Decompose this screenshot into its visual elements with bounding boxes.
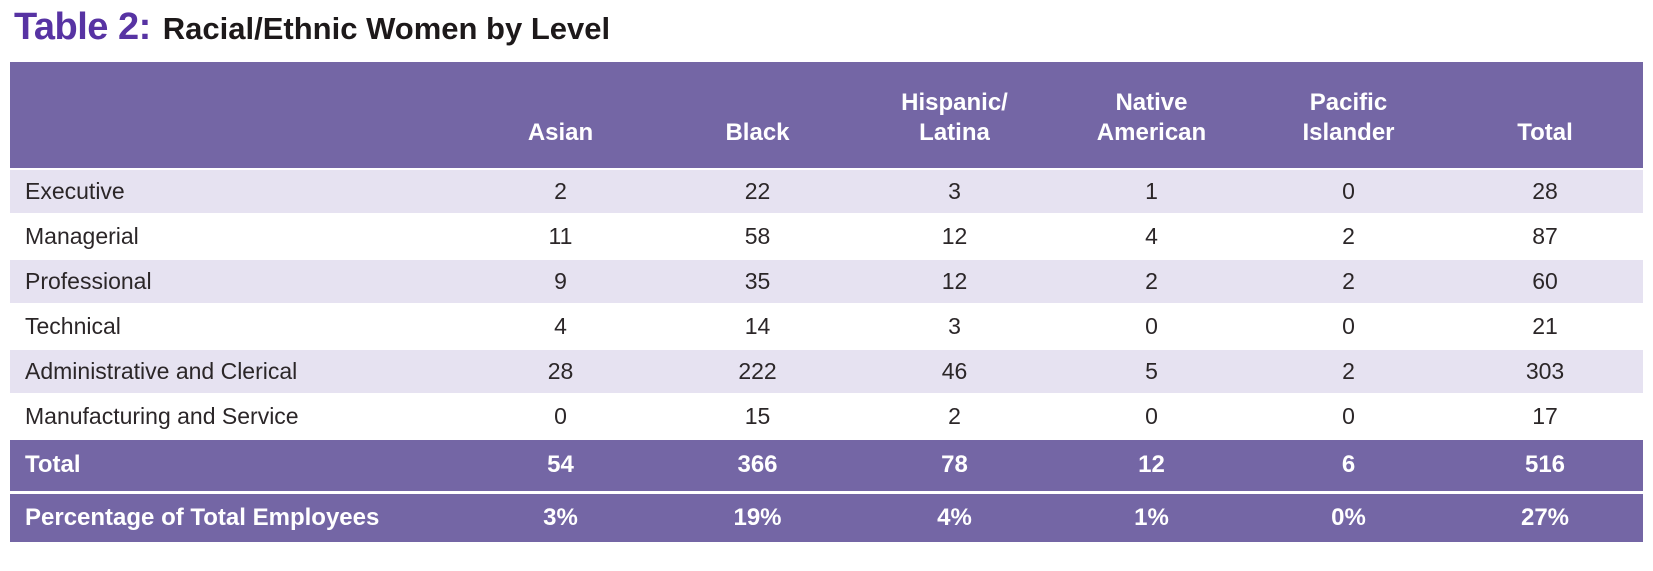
column-header-total: Total [1447, 62, 1643, 170]
cell-value: 2 [1250, 349, 1447, 395]
cell-value: 14 [659, 304, 856, 350]
cell-value: 0 [1053, 304, 1250, 350]
cell-value: 2 [1250, 214, 1447, 260]
cell-value: 1% [1053, 492, 1250, 542]
cell-value: 11 [462, 214, 659, 260]
cell-value: 12 [856, 259, 1053, 305]
cell-value: 3 [856, 304, 1053, 350]
row-label: Percentage of Total Employees [10, 492, 462, 542]
table-header-row: Asian Black Hispanic/ Latina Native Amer… [10, 62, 1643, 170]
column-header-label: Native [1115, 89, 1188, 116]
header-empty-cell [10, 62, 462, 170]
column-header-native-american: Native American [1053, 62, 1250, 170]
cell-value: 303 [1447, 349, 1643, 395]
cell-value: 4% [856, 492, 1053, 542]
cell-value: 2 [1250, 259, 1447, 305]
table-title-text: Racial/Ethnic Women by Level [162, 11, 611, 46]
cell-value: 3% [462, 492, 659, 542]
cell-value: 28 [462, 349, 659, 395]
row-label: Manufacturing and Service [10, 394, 462, 440]
table-row-managerial: Managerial 11 58 12 4 2 87 [10, 214, 1643, 260]
cell-value: 87 [1447, 214, 1643, 260]
row-label: Managerial [10, 214, 462, 260]
row-label: Technical [10, 304, 462, 350]
column-header-hispanic-latina: Hispanic/ Latina [856, 62, 1053, 170]
table-row-percentage: Percentage of Total Employees 3% 19% 4% … [10, 492, 1643, 542]
cell-value: 17 [1447, 394, 1643, 440]
racial-ethnic-women-table: Asian Black Hispanic/ Latina Native Amer… [10, 62, 1643, 542]
table-row-manufacturing-service: Manufacturing and Service 0 15 2 0 0 17 [10, 394, 1643, 440]
row-label: Professional [10, 259, 462, 305]
row-label: Total [10, 438, 462, 494]
column-header-asian: Asian [462, 62, 659, 170]
cell-value: 4 [1053, 214, 1250, 260]
cell-value: 0 [1250, 169, 1447, 215]
table-row-executive: Executive 2 22 3 1 0 28 [10, 169, 1643, 215]
cell-value: 78 [856, 438, 1053, 494]
cell-value: 22 [659, 169, 856, 215]
column-header-label: American [1096, 119, 1207, 146]
column-header-pacific-islander: Pacific Islander [1250, 62, 1447, 170]
row-label: Administrative and Clerical [10, 349, 462, 395]
cell-value: 35 [659, 259, 856, 305]
cell-value: 58 [659, 214, 856, 260]
column-header-label: Total [1517, 119, 1573, 146]
cell-value: 4 [462, 304, 659, 350]
cell-value: 12 [856, 214, 1053, 260]
cell-value: 0 [1053, 394, 1250, 440]
column-header-label: Hispanic/ [901, 89, 1008, 116]
table-title: Table 2: Racial/Ethnic Women by Level [0, 0, 1653, 49]
cell-value: 3 [856, 169, 1053, 215]
cell-value: 9 [462, 259, 659, 305]
column-header-label: Latina [919, 119, 990, 146]
column-header-label: Asian [527, 119, 594, 146]
cell-value: 15 [659, 394, 856, 440]
column-header-black: Black [659, 62, 856, 170]
cell-value: 366 [659, 438, 856, 494]
cell-value: 222 [659, 349, 856, 395]
row-label: Executive [10, 169, 462, 215]
cell-value: 516 [1447, 438, 1643, 494]
cell-value: 60 [1447, 259, 1643, 305]
cell-value: 2 [462, 169, 659, 215]
cell-value: 0 [1250, 394, 1447, 440]
cell-value: 12 [1053, 438, 1250, 494]
cell-value: 21 [1447, 304, 1643, 350]
table-row-administrative-clerical: Administrative and Clerical 28 222 46 5 … [10, 349, 1643, 395]
cell-value: 54 [462, 438, 659, 494]
cell-value: 5 [1053, 349, 1250, 395]
column-header-label: Islander [1302, 119, 1395, 146]
cell-value: 27% [1447, 492, 1643, 542]
cell-value: 0 [462, 394, 659, 440]
cell-value: 2 [1053, 259, 1250, 305]
table-row-professional: Professional 9 35 12 2 2 60 [10, 259, 1643, 305]
table-row-technical: Technical 4 14 3 0 0 21 [10, 304, 1643, 350]
column-header-label: Black [725, 119, 790, 146]
table-number-label: Table 2: [14, 6, 151, 48]
cell-value: 19% [659, 492, 856, 542]
cell-value: 46 [856, 349, 1053, 395]
cell-value: 6 [1250, 438, 1447, 494]
cell-value: 1 [1053, 169, 1250, 215]
table-row-total: Total 54 366 78 12 6 516 [10, 438, 1643, 494]
cell-value: 0 [1250, 304, 1447, 350]
column-header-label: Pacific [1309, 89, 1388, 116]
cell-value: 28 [1447, 169, 1643, 215]
cell-value: 0% [1250, 492, 1447, 542]
cell-value: 2 [856, 394, 1053, 440]
